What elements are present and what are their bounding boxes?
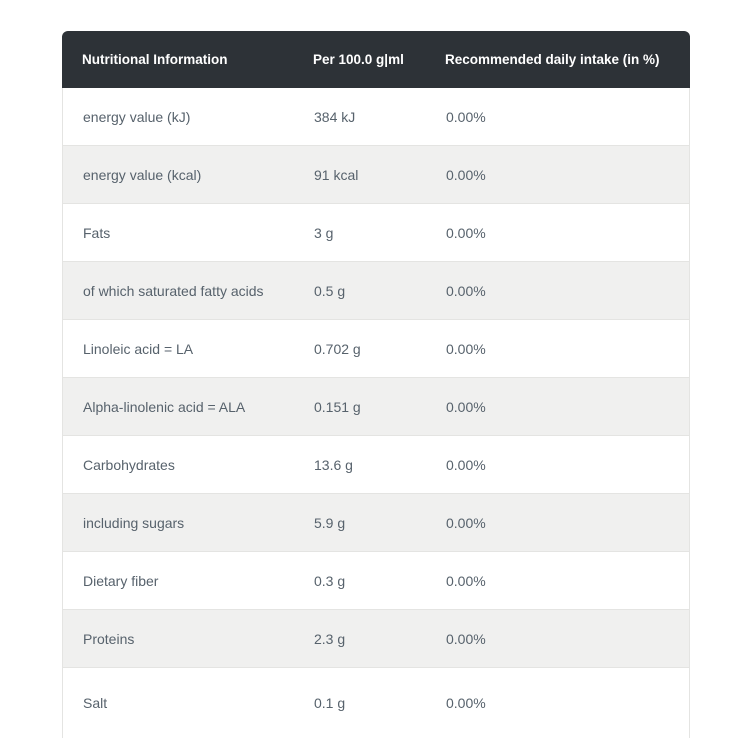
row-value: 384 kJ <box>314 108 356 125</box>
row-value: 5.9 g <box>314 514 346 531</box>
column-header-recommended-daily-intake: Recommended daily intake (in %) <box>445 52 660 67</box>
row-label: energy value (kcal) <box>83 166 202 183</box>
row-rdi: 0.00% <box>446 166 486 183</box>
row-label: including sugars <box>83 514 185 531</box>
row-value: 2.3 g <box>314 630 346 647</box>
row-rdi: 0.00% <box>446 630 486 647</box>
row-label: Fats <box>83 224 111 241</box>
column-header-nutritional-information: Nutritional Information <box>82 52 228 67</box>
row-value: 3 g <box>314 224 334 241</box>
row-label: energy value (kJ) <box>83 108 191 125</box>
row-rdi: 0.00% <box>446 514 486 531</box>
row-label: Dietary fiber <box>83 572 159 589</box>
table-row: Linoleic acid = LA 0.702 g 0.00% <box>62 320 690 378</box>
row-value: 0.702 g <box>314 340 361 357</box>
row-rdi: 0.00% <box>446 282 486 299</box>
table-row: Salt 0.1 g 0.00% <box>62 668 690 738</box>
row-value: 0.151 g <box>314 398 361 415</box>
row-rdi: 0.00% <box>446 108 486 125</box>
nutrition-table: Nutritional Information Per 100.0 g|ml R… <box>62 31 690 738</box>
table-row: energy value (kJ) 384 kJ 0.00% <box>62 88 690 146</box>
row-rdi: 0.00% <box>446 456 486 473</box>
row-label: Salt <box>83 695 108 711</box>
row-value: 13.6 g <box>314 456 353 473</box>
table-header-row: Nutritional Information Per 100.0 g|ml R… <box>62 31 690 88</box>
row-value: 0.1 g <box>314 695 346 711</box>
row-label: of which saturated fatty acids <box>83 282 264 299</box>
row-value: 91 kcal <box>314 166 359 183</box>
table-row: including sugars 5.9 g 0.00% <box>62 494 690 552</box>
table-row: Dietary fiber 0.3 g 0.00% <box>62 552 690 610</box>
row-label: Linoleic acid = LA <box>83 340 194 357</box>
row-rdi: 0.00% <box>446 340 486 357</box>
table-row: Alpha-linolenic acid = ALA 0.151 g 0.00% <box>62 378 690 436</box>
column-header-per-100-g-ml: Per 100.0 g|ml <box>313 52 404 67</box>
table-row: Carbohydrates 13.6 g 0.00% <box>62 436 690 494</box>
table-row: of which saturated fatty acids 0.5 g 0.00% <box>62 262 690 320</box>
table-row: energy value (kcal) 91 kcal 0.00% <box>62 146 690 204</box>
row-label: Alpha-linolenic acid = ALA <box>83 398 246 415</box>
row-label: Carbohydrates <box>83 456 175 473</box>
row-rdi: 0.00% <box>446 398 486 415</box>
row-rdi: 0.00% <box>446 695 486 711</box>
table-body: energy value (kJ) 384 kJ 0.00% energy value… <box>62 88 690 738</box>
table-row: Fats 3 g 0.00% <box>62 204 690 262</box>
row-rdi: 0.00% <box>446 572 486 589</box>
row-label: Proteins <box>83 630 135 647</box>
table-row: Proteins 2.3 g 0.00% <box>62 610 690 668</box>
row-value: 0.3 g <box>314 572 346 589</box>
row-value: 0.5 g <box>314 282 346 299</box>
row-rdi: 0.00% <box>446 224 486 241</box>
